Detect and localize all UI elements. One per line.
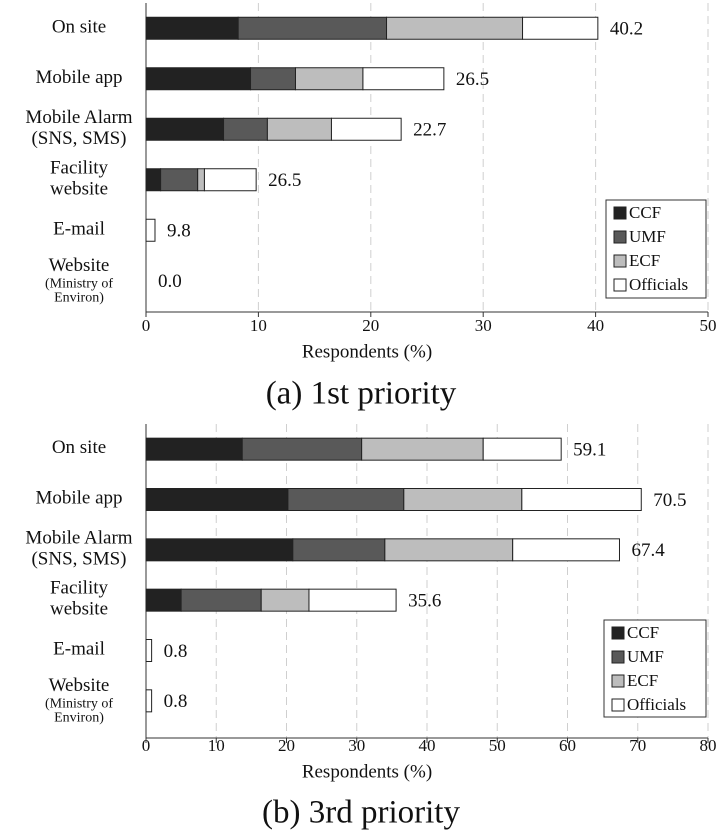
chart-caption: (b) 3rd priority (262, 795, 460, 831)
legend-swatch (611, 674, 625, 688)
bar-segment (145, 117, 225, 141)
legend-swatch (613, 254, 627, 268)
bar-segment (145, 16, 239, 40)
total-label: 67.4 (631, 540, 665, 561)
bar-segment (330, 117, 402, 141)
bar-segment (362, 67, 445, 91)
y-tick-label: E-mail (53, 219, 105, 240)
bar-segment (522, 16, 599, 40)
x-tick-label: 0 (142, 736, 151, 755)
x-axis-label: Respondents (%) (302, 341, 432, 362)
x-tick-label: 10 (208, 736, 225, 755)
bar-segment (250, 67, 296, 91)
total-label: 59.1 (573, 440, 606, 461)
total-label: 22.7 (413, 120, 446, 141)
legend-label: CCF (629, 203, 661, 222)
bar-segment (521, 488, 642, 511)
bar-segment (180, 588, 262, 612)
bar-segment (145, 168, 162, 192)
bar-segment (294, 67, 364, 91)
bar-segment (512, 538, 620, 562)
x-tick-label: 10 (250, 316, 267, 335)
bar-segment (308, 588, 397, 612)
bar-segment (145, 218, 156, 242)
bar-segment (203, 168, 257, 192)
chart-caption: (a) 1st priority (266, 376, 457, 412)
x-tick-label: 60 (559, 736, 576, 755)
bar-segment (386, 16, 524, 40)
bar-segment (237, 16, 388, 40)
legend-swatch (611, 698, 625, 712)
x-tick-label: 70 (629, 736, 646, 755)
legend-swatch (613, 206, 627, 220)
legend-label: ECF (627, 671, 658, 690)
bar-segment (145, 67, 252, 91)
bar-segment (287, 488, 405, 511)
bar-segment (145, 437, 243, 461)
bar-segment (482, 437, 562, 461)
bar-segment (145, 689, 153, 713)
y-tick-label: Facility website (50, 578, 109, 620)
y-tick-label: Mobile app (35, 488, 122, 509)
legend-swatch (613, 278, 627, 292)
bar-segment (292, 538, 386, 562)
legend-swatch (613, 230, 627, 244)
legend-label: CCF (627, 623, 659, 642)
x-tick-label: 50 (489, 736, 506, 755)
x-tick-label: 0 (142, 316, 151, 335)
total-label: 26.5 (268, 170, 301, 191)
x-tick-label: 50 (700, 316, 717, 335)
legend-label: UMF (629, 227, 666, 246)
x-tick-label: 30 (348, 736, 365, 755)
legend-label: Officials (627, 695, 686, 714)
y-tick-label: Website (Ministry of Environ) (45, 675, 113, 725)
bar-segment (266, 117, 332, 141)
bar-segment (197, 168, 205, 192)
x-tick-label: 80 (700, 736, 717, 755)
x-tick-label: 20 (278, 736, 295, 755)
total-label: 35.6 (408, 591, 441, 612)
y-tick-label: On site (52, 438, 106, 459)
y-tick-label: E-mail (53, 639, 105, 660)
y-tick-label: Mobile Alarm (SNS, SMS) (25, 107, 132, 149)
total-label: 0.8 (164, 641, 188, 662)
bar-segment (403, 488, 523, 511)
x-tick-label: 30 (475, 316, 492, 335)
legend-swatch (611, 626, 625, 640)
bar-segment (361, 437, 484, 461)
bar-segment (145, 488, 289, 511)
y-tick-label: Website (Ministry of Environ) (45, 255, 113, 305)
legend-label: ECF (629, 251, 660, 270)
bar-segment (145, 639, 153, 662)
x-tick-label: 40 (587, 316, 604, 335)
bar-segment (260, 588, 310, 612)
x-axis-label: Respondents (%) (302, 761, 432, 782)
y-tick-label: Mobile Alarm (SNS, SMS) (25, 528, 132, 570)
total-label: 26.5 (456, 69, 489, 90)
total-label: 0.8 (164, 691, 188, 712)
bar-segment (241, 437, 363, 461)
bar-segment (384, 538, 514, 562)
total-label: 0.0 (158, 271, 182, 292)
total-label: 70.5 (653, 490, 686, 511)
bar-segment (145, 538, 294, 562)
bar-segment (160, 168, 199, 192)
y-tick-label: Facility website (50, 158, 109, 200)
legend-label: Officials (629, 275, 688, 294)
bar-segment (223, 117, 268, 141)
x-tick-label: 40 (419, 736, 436, 755)
y-tick-label: On site (52, 17, 106, 38)
bar-segment (145, 588, 182, 612)
y-tick-label: Mobile app (35, 67, 122, 88)
total-label: 9.8 (167, 221, 191, 242)
legend-label: UMF (627, 647, 664, 666)
x-tick-label: 20 (362, 316, 379, 335)
legend-swatch (611, 650, 625, 664)
total-label: 40.2 (610, 19, 643, 40)
